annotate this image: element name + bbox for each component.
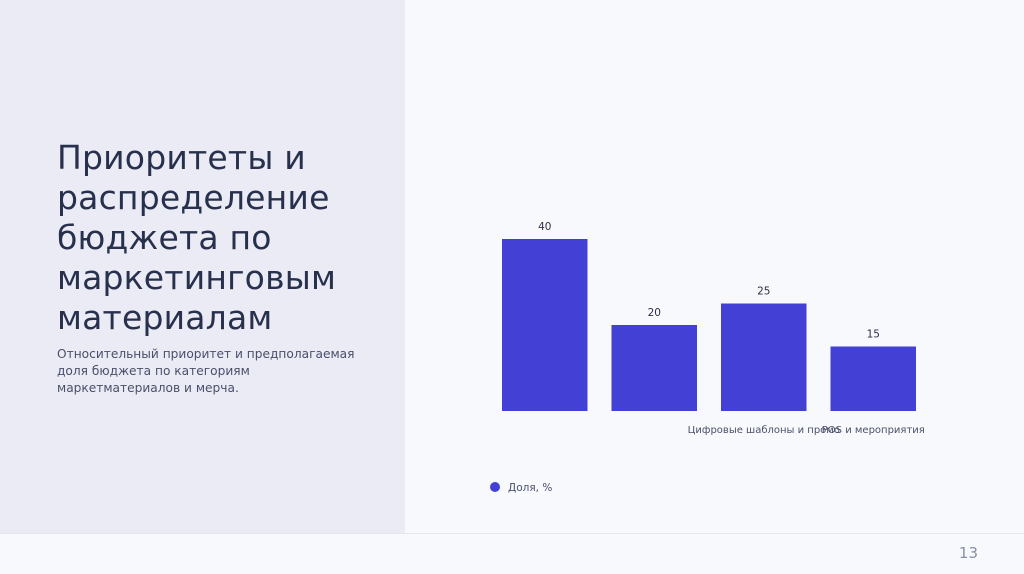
data-labels-group: 40 20 25 15 xyxy=(538,221,880,341)
data-label-4: 15 xyxy=(867,329,880,341)
bar-4 xyxy=(830,346,916,411)
left-panel xyxy=(0,0,405,533)
footer-divider xyxy=(0,533,1024,534)
slide-subtitle: Относительный приоритет и предполагаемая… xyxy=(57,347,355,395)
legend-label: Доля, % xyxy=(508,482,552,494)
bar-2 xyxy=(611,325,697,411)
bars-group xyxy=(502,239,916,411)
legend-marker xyxy=(490,482,500,492)
data-label-2: 20 xyxy=(648,307,661,319)
data-label-1: 40 xyxy=(538,221,551,233)
slide-title: Приоритеты и распределение бюджета по ма… xyxy=(57,138,337,337)
page-number: 13 xyxy=(958,544,978,562)
category-label-4: POS и мероприятия xyxy=(822,425,925,436)
legend: Доля, % xyxy=(490,482,552,494)
bar-3 xyxy=(721,303,807,411)
bar-1 xyxy=(502,239,588,411)
category-label-3: Цифровые шаблоны и промо xyxy=(688,425,840,436)
data-label-3: 25 xyxy=(757,286,770,298)
